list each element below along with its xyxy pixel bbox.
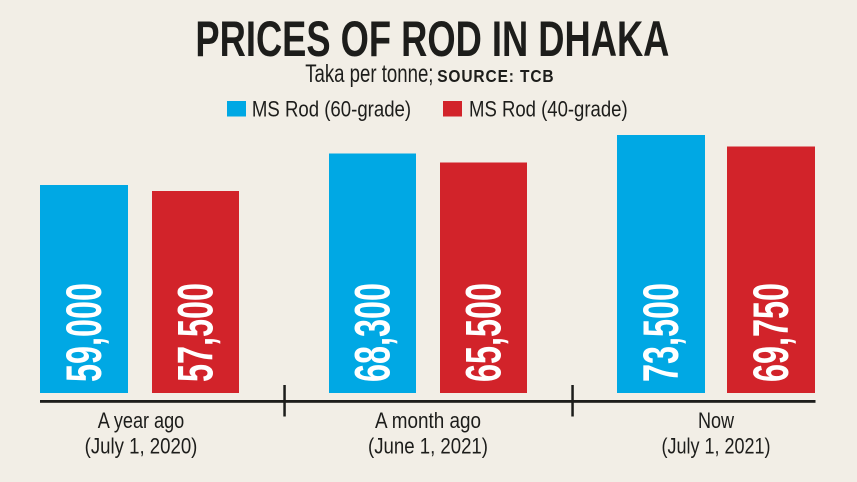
svg-text:57,500: 57,500 (167, 283, 223, 382)
svg-text:PRICES OF ROD IN DHAKA: PRICES OF ROD IN DHAKA (195, 11, 669, 67)
svg-text:Now: Now (698, 409, 735, 433)
svg-text:A month ago: A month ago (375, 409, 481, 434)
svg-text:(June 1, 2021): (June 1, 2021) (368, 435, 488, 459)
svg-text:65,500: 65,500 (455, 283, 511, 382)
svg-text:69,750: 69,750 (743, 283, 799, 382)
svg-text:A year ago: A year ago (98, 409, 184, 433)
svg-text:68,300: 68,300 (344, 283, 400, 382)
svg-text:73,500: 73,500 (633, 283, 689, 382)
svg-text:MS Rod (60-grade): MS Rod (60-grade) (252, 98, 411, 122)
svg-text:(July 1, 2020): (July 1, 2020) (85, 435, 198, 459)
svg-text:MS Rod (40-grade): MS Rod (40-grade) (469, 98, 628, 122)
svg-text:(July 1, 2021): (July 1, 2021) (662, 435, 771, 459)
svg-text:59,000: 59,000 (56, 283, 112, 382)
svg-text:SOURCE: TCB: SOURCE: TCB (437, 66, 554, 86)
svg-text:Taka per tonne;: Taka per tonne; (305, 59, 433, 87)
